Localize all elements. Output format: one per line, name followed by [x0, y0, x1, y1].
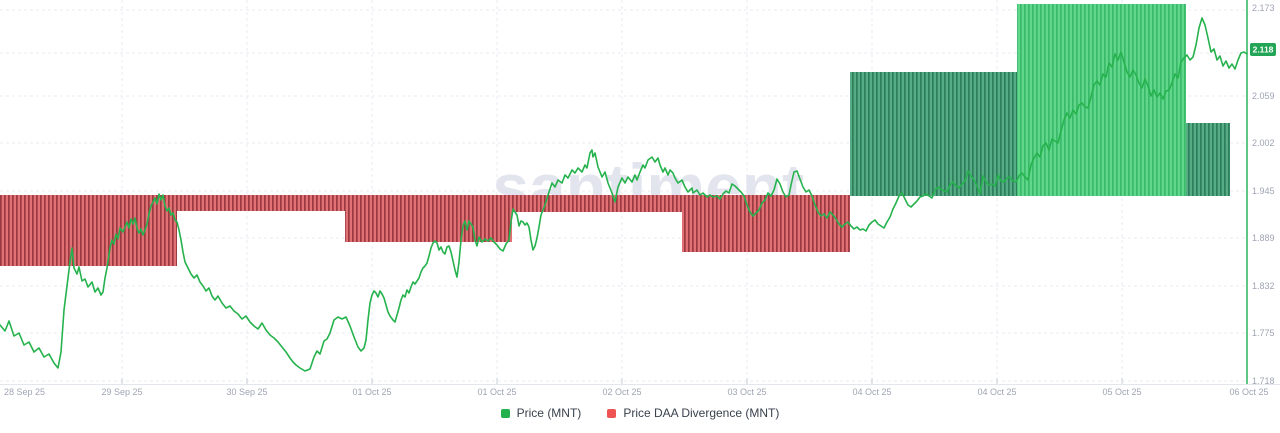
legend-label-daa-divergence: Price DAA Divergence (MNT): [623, 406, 780, 420]
x-axis-label: 02 Oct 25: [602, 387, 641, 397]
x-axis-label: 29 Sep 25: [101, 387, 142, 397]
daa-divergence-band-red: [682, 195, 850, 252]
legend-item-price[interactable]: Price (MNT): [500, 406, 582, 420]
y-axis-label: 1.889: [1252, 233, 1275, 243]
legend-item-daa-divergence[interactable]: Price DAA Divergence (MNT): [607, 406, 779, 420]
legend-label-price: Price (MNT): [516, 406, 582, 420]
x-axis-label: 06 Oct 25: [1229, 387, 1268, 397]
chart-legend: Price (MNT) Price DAA Divergence (MNT): [0, 406, 1280, 420]
last-price-badge: [1250, 43, 1276, 56]
y-axis-label: 1.718: [1252, 376, 1275, 386]
x-axis-label: 04 Oct 25: [977, 387, 1016, 397]
y-axis-label: 2.059: [1252, 91, 1275, 101]
y-axis-label: 2.173: [1252, 3, 1275, 13]
x-axis-label: 04 Oct 25: [852, 387, 891, 397]
y-axis-label: 1.832: [1252, 281, 1275, 291]
price-series-swatch-icon: [500, 408, 510, 418]
last-price-value: 2.118: [1253, 45, 1274, 55]
daa-divergence-band-red: [512, 195, 682, 212]
x-axis-label: 01 Oct 25: [477, 387, 516, 397]
daa-divergence-band-red: [177, 195, 345, 211]
x-axis-label: 01 Oct 25: [352, 387, 391, 397]
x-axis-label: 30 Sep 25: [226, 387, 267, 397]
x-axis-label: 03 Oct 25: [727, 387, 766, 397]
y-axis-label: 2.002: [1252, 138, 1275, 148]
x-axis-label: 28 Sep 25: [4, 387, 45, 397]
daa-divergence-band-dgreen: [1186, 123, 1230, 196]
daa-divergence-swatch-icon: [607, 408, 617, 418]
daa-divergence-band-red: [345, 195, 512, 242]
daa-divergence-band-red: [0, 195, 177, 266]
y-axis-label: 1.775: [1252, 328, 1275, 338]
y-axis-label: 1.945: [1252, 186, 1275, 196]
x-axis-label: 05 Oct 25: [1102, 387, 1141, 397]
daa-divergence-band-dgreen: [850, 72, 1017, 196]
price-line: [0, 17, 1248, 372]
daa-divergence-band-bgreen: [1017, 4, 1186, 196]
